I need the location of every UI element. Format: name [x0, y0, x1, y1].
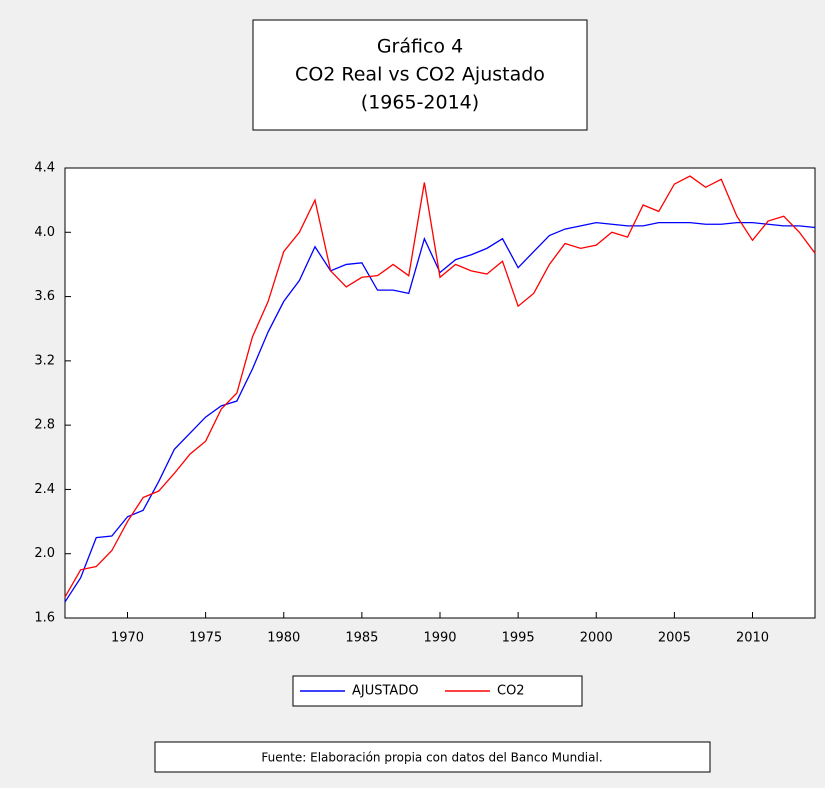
x-tick-label: 1995	[502, 631, 535, 646]
y-tick-label: 2.0	[34, 546, 55, 561]
y-tick-label: 4.4	[34, 161, 55, 176]
legend-label: CO2	[497, 684, 525, 699]
source-note: Fuente: Elaboración propia con datos del…	[261, 751, 602, 765]
x-tick-label: 2010	[736, 631, 769, 646]
x-tick-label: 1980	[267, 631, 300, 646]
legend-label: AJUSTADO	[352, 684, 419, 699]
plot-area	[64, 167, 816, 619]
series-line	[64, 175, 816, 598]
y-tick-label: 3.6	[34, 289, 55, 304]
y-tick-label: 1.6	[34, 611, 55, 626]
source-box	[154, 741, 711, 773]
y-tick-label: 2.8	[34, 418, 55, 433]
chart-title: Gráfico 4	[377, 36, 463, 58]
x-tick-label: 1975	[189, 631, 222, 646]
chart-title: (1965-2014)	[361, 92, 479, 114]
x-tick-label: 1990	[423, 631, 456, 646]
series-line	[64, 221, 816, 603]
y-tick-label: 4.0	[34, 225, 55, 240]
y-tick-label: 3.2	[34, 353, 55, 368]
title-box	[252, 19, 588, 131]
chart-title: CO2 Real vs CO2 Ajustado	[295, 64, 545, 86]
y-tick-label: 2.4	[34, 482, 55, 497]
x-tick-label: 2000	[580, 631, 613, 646]
x-tick-label: 1985	[345, 631, 378, 646]
x-tick-label: 1970	[111, 631, 144, 646]
x-tick-label: 2005	[658, 631, 691, 646]
